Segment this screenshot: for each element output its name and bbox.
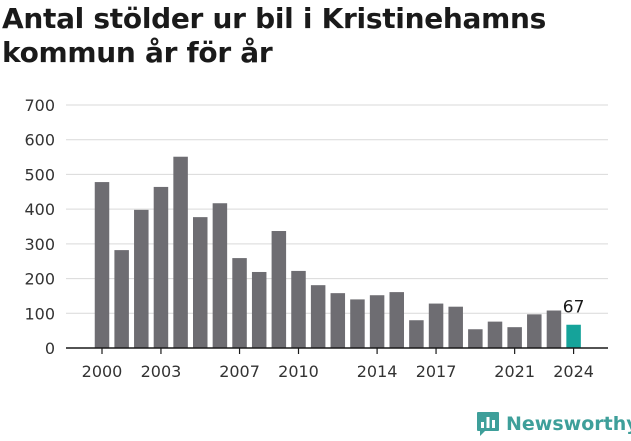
bar-2007 — [232, 258, 247, 348]
x-tick-label: 2021 — [494, 362, 535, 381]
bar-2008 — [251, 271, 267, 348]
chart-title: Antal stölder ur bil i Kristinehamns kom… — [2, 2, 547, 69]
bar-2022 — [527, 314, 542, 348]
y-tick-label: 700 — [24, 96, 55, 115]
logo-text: Newsworthy — [506, 413, 631, 435]
y-tick-label: 100 — [24, 304, 55, 323]
bar-2003 — [153, 186, 169, 348]
x-tick-label: 2017 — [416, 362, 457, 381]
bar-2023 — [546, 310, 562, 348]
x-tick-label: 2010 — [278, 362, 319, 381]
bar-2016 — [409, 320, 424, 348]
y-tick-label: 400 — [24, 200, 55, 219]
bar-2006 — [212, 203, 228, 348]
bar-2013 — [350, 299, 365, 348]
bar-2014 — [369, 295, 385, 348]
bar-2001 — [114, 250, 129, 348]
highlight-value-label: 67 — [563, 298, 585, 318]
y-tick-label: 600 — [24, 131, 55, 150]
y-tick-label: 0 — [45, 339, 55, 358]
bar-2004 — [173, 156, 188, 348]
x-tick-label: 2007 — [219, 362, 260, 381]
bar-chart-badge-icon — [476, 411, 500, 437]
y-tick-label: 500 — [24, 165, 55, 184]
bar-2011 — [310, 285, 326, 348]
bar-2024 — [566, 324, 581, 348]
axes — [66, 347, 608, 354]
bar-2009 — [271, 231, 287, 348]
bar-2021 — [507, 327, 522, 348]
bar-2018 — [448, 306, 463, 348]
labels: 0 100 200 300 400 500 600 700 2000 2003 2007 2010 20… — [24, 96, 594, 381]
bar-2019 — [468, 329, 483, 348]
newsworthy-logo: Newsworthy — [476, 408, 631, 440]
x-tick-label: 2024 — [553, 362, 594, 381]
bar-2000 — [94, 182, 110, 348]
x-tick-label: 2000 — [82, 362, 123, 381]
x-tick-label: 2014 — [357, 362, 398, 381]
bar-2012 — [330, 293, 346, 348]
y-tick-label: 200 — [24, 270, 55, 289]
y-tick-label: 300 — [24, 235, 55, 254]
x-tick-label: 2003 — [141, 362, 182, 381]
bar-2015 — [389, 292, 404, 348]
bar-2020 — [487, 321, 503, 348]
bar-2002 — [134, 209, 149, 348]
bars — [94, 156, 581, 348]
bar-2017 — [428, 303, 444, 348]
bar-2010 — [291, 270, 306, 348]
bar-2005 — [193, 217, 208, 348]
